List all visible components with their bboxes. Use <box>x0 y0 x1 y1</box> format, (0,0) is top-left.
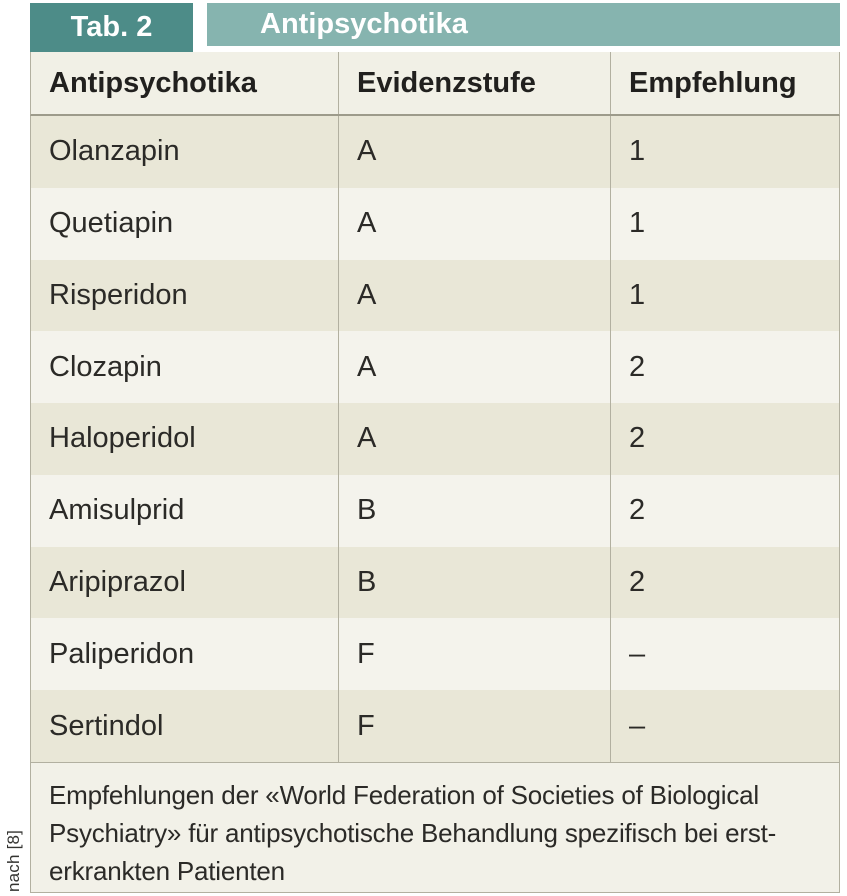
cell-drug: Olanzapin <box>31 116 339 188</box>
table-footnote: Empfehlungen der «World Federation of So… <box>30 762 840 893</box>
cell-drug: Aripiprazol <box>31 546 339 619</box>
cell-recommendation: – <box>629 709 646 742</box>
table-row: Aripiprazol B 2 <box>31 546 839 619</box>
column-header-evidenzstufe: Evidenzstufe <box>339 52 611 114</box>
column-header-antipsychotika: Antipsychotika <box>31 52 339 114</box>
cell-recommendation: 2 <box>629 566 646 599</box>
table-row: Sertindol F – <box>31 690 839 762</box>
table-header-row: Antipsychotika Evidenzstufe Empfehlung <box>30 52 840 116</box>
column-header-empfehlung: Empfehlung <box>629 66 797 99</box>
cell-recommendation: – <box>629 637 646 670</box>
table-row: Olanzapin A 1 <box>31 116 839 188</box>
cell-evidence: A <box>339 259 611 332</box>
cell-drug: Amisulprid <box>31 474 339 547</box>
cell-evidence: F <box>339 690 611 762</box>
cell-recommendation: 1 <box>629 278 646 311</box>
cell-drug: Haloperidol <box>31 403 339 475</box>
table-row: Amisulprid B 2 <box>31 474 839 547</box>
table-row: Paliperidon F – <box>31 618 839 691</box>
table-title-section: Tab. 2 Antipsychotika <box>30 3 840 52</box>
cell-evidence: B <box>339 474 611 547</box>
table-row: Haloperidol A 2 <box>31 403 839 475</box>
cell-recommendation: 1 <box>629 135 646 168</box>
table-tag: Tab. 2 <box>30 3 193 52</box>
cell-evidence: A <box>339 187 611 260</box>
cell-drug: Sertindol <box>31 690 339 762</box>
table-row: Risperidon A 1 <box>31 259 839 332</box>
table-body: Olanzapin A 1 Quetiapin A 1 Risperidon A… <box>30 116 840 762</box>
cell-drug: Quetiapin <box>31 187 339 260</box>
table-title: Antipsychotika <box>207 3 840 46</box>
cell-recommendation: 1 <box>629 207 646 240</box>
cell-evidence: B <box>339 546 611 619</box>
cell-recommendation: 2 <box>629 350 646 383</box>
table-row: Clozapin A 2 <box>31 331 839 404</box>
footnote-line: Psychiatry» für antipsychotische Behandl… <box>49 818 777 848</box>
footnote-line: Empfehlungen der «World Federation of So… <box>49 780 759 810</box>
source-note: nach [8] <box>4 829 23 892</box>
cell-recommendation: 2 <box>629 422 646 455</box>
cell-drug: Clozapin <box>31 331 339 404</box>
cell-evidence: A <box>339 331 611 404</box>
cell-drug: Paliperidon <box>31 618 339 691</box>
table: Tab. 2 Antipsychotika Antipsychotika Evi… <box>30 3 840 893</box>
cell-evidence: F <box>339 618 611 691</box>
cell-recommendation: 2 <box>629 494 646 527</box>
cell-evidence: A <box>339 116 611 188</box>
cell-evidence: A <box>339 403 611 475</box>
table-row: Quetiapin A 1 <box>31 187 839 260</box>
cell-drug: Risperidon <box>31 259 339 332</box>
footnote-line: erkrankten Patienten <box>49 856 285 886</box>
